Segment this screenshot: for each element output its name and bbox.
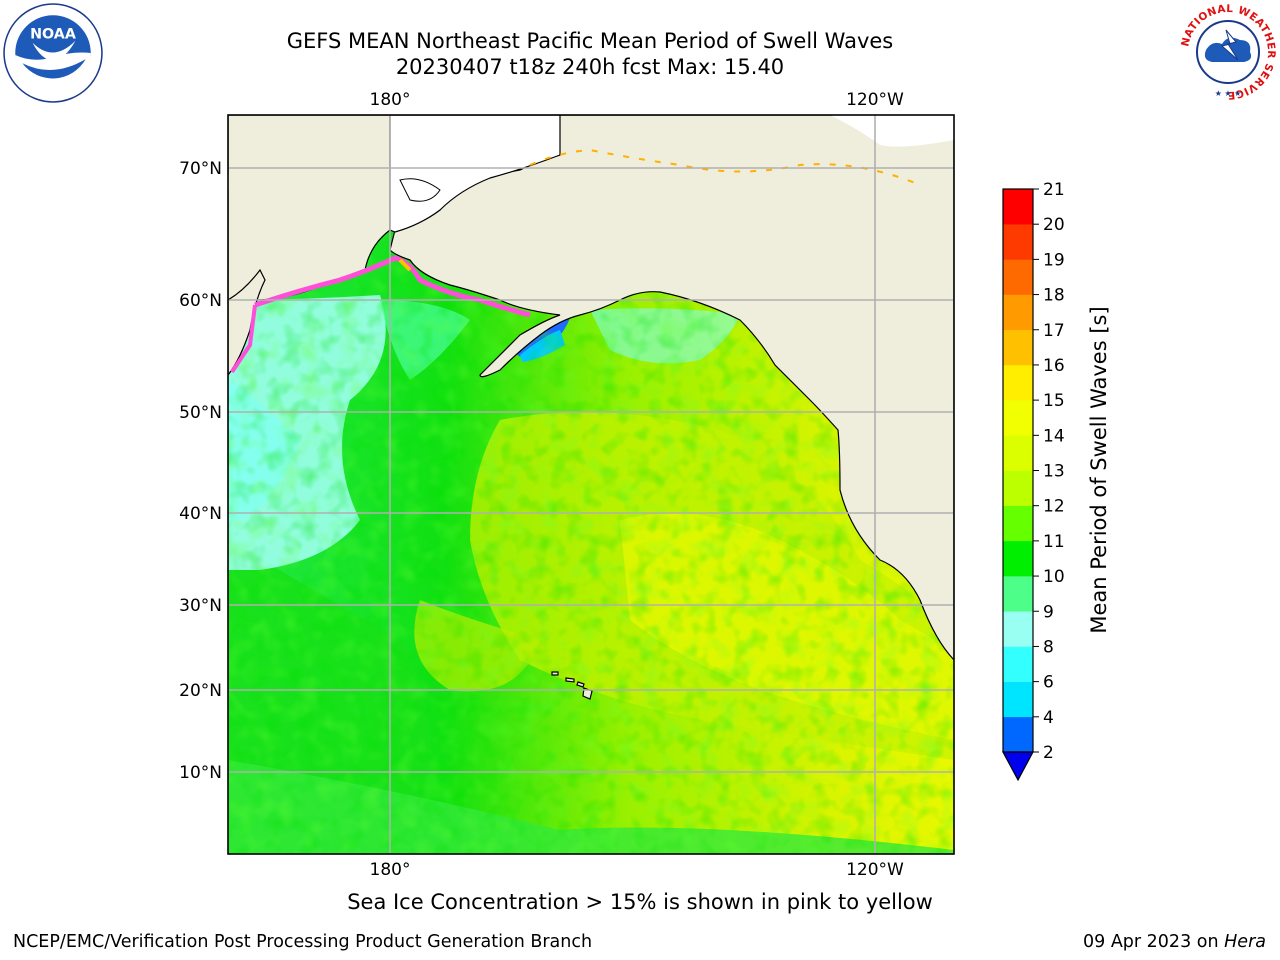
lon-label-top-180: 180° (370, 90, 411, 110)
colorbar-tick-label: 20 (1043, 215, 1065, 235)
colorbar-tick-label: 10 (1043, 567, 1065, 587)
footer-date: 09 Apr 2023 on Hera (1083, 932, 1266, 952)
colorbar-segment (1003, 646, 1033, 682)
colorbar-segment (1003, 540, 1033, 577)
colorbar-segment (1003, 259, 1033, 295)
svg-text:★ ★ ★: ★ ★ ★ (1215, 89, 1242, 98)
chart-subtitle: 20230407 t18z 240h fcst Max: 15.40 (395, 55, 785, 79)
colorbar-segment (1003, 611, 1033, 647)
colorbar-tick-label: 21 (1043, 180, 1065, 200)
lat-label-70n: 70°N (179, 159, 222, 179)
colorbar-segment (1003, 435, 1033, 471)
colorbar: 2 4 6 8 9 10 11 12 13 14 15 16 17 18 19 20 21 (1001, 180, 1065, 782)
lon-label-bottom-120w: 120°W (846, 860, 904, 880)
noaa-logo-text: NOAA (30, 27, 76, 43)
colorbar-tick-label: 4 (1043, 708, 1054, 728)
lat-label-10n: 10°N (179, 763, 222, 783)
colorbar-tick-label: 6 (1043, 673, 1054, 693)
colorbar-tick-label: 13 (1043, 462, 1065, 482)
noaa-logo: NOAA (3, 3, 103, 103)
colorbar-tick-label: 9 (1043, 602, 1054, 622)
colorbar-segment (1003, 400, 1033, 436)
footer-host: Hera (1224, 932, 1266, 952)
caption: Sea Ice Concentration > 15% is shown in … (347, 890, 933, 914)
colorbar-tick-label: 14 (1043, 426, 1065, 446)
colorbar-segment (1003, 329, 1033, 366)
colorbar-segment (1003, 576, 1033, 612)
colorbar-label: Mean Period of Swell Waves [s] (1087, 306, 1111, 633)
colorbar-tick-label: 2 (1043, 743, 1054, 763)
colorbar-tick-label: 15 (1043, 391, 1065, 411)
colorbar-tick-label: 12 (1043, 497, 1065, 517)
colorbar-extend (1001, 751, 1035, 782)
lat-label-60n: 60°N (179, 291, 222, 311)
graticule (228, 115, 954, 854)
colorbar-tick-label: 19 (1043, 250, 1065, 270)
map-frame (227, 114, 955, 855)
colorbar-tick-label: 18 (1043, 286, 1065, 306)
nws-logo: NATIONAL WEATHER SERVICE ★ ★ ★ (1179, 3, 1276, 101)
land-hawaii (551, 671, 593, 700)
colorbar-tick-label: 17 (1043, 321, 1065, 341)
colorbar-tick-label: 11 (1043, 532, 1065, 552)
colorbar-segment (1003, 470, 1033, 506)
chart-title: GEFS MEAN Northeast Pacific Mean Period … (286, 29, 894, 53)
colorbar-segment (1003, 681, 1033, 718)
lat-label-20n: 20°N (179, 681, 222, 701)
lat-label-30n: 30°N (179, 596, 222, 616)
colorbar-segment (1003, 189, 1033, 225)
colorbar-segment (1003, 505, 1033, 542)
map-area (228, 115, 954, 854)
lon-label-bottom-180: 180° (370, 860, 411, 880)
footer-credit: NCEP/EMC/Verification Post Processing Pr… (13, 932, 593, 952)
colorbar-segment (1003, 224, 1033, 260)
colorbar-segment (1003, 294, 1033, 331)
lon-label-top-120w: 120°W (846, 90, 904, 110)
colorbar-segment (1003, 716, 1033, 753)
colorbar-tick-label: 8 (1043, 637, 1054, 657)
colorbar-segment (1003, 364, 1033, 401)
footer-date-text: 09 Apr 2023 on (1083, 932, 1225, 952)
lat-label-50n: 50°N (179, 403, 222, 423)
lat-label-40n: 40°N (179, 504, 222, 524)
colorbar-tick-label: 16 (1043, 356, 1065, 376)
